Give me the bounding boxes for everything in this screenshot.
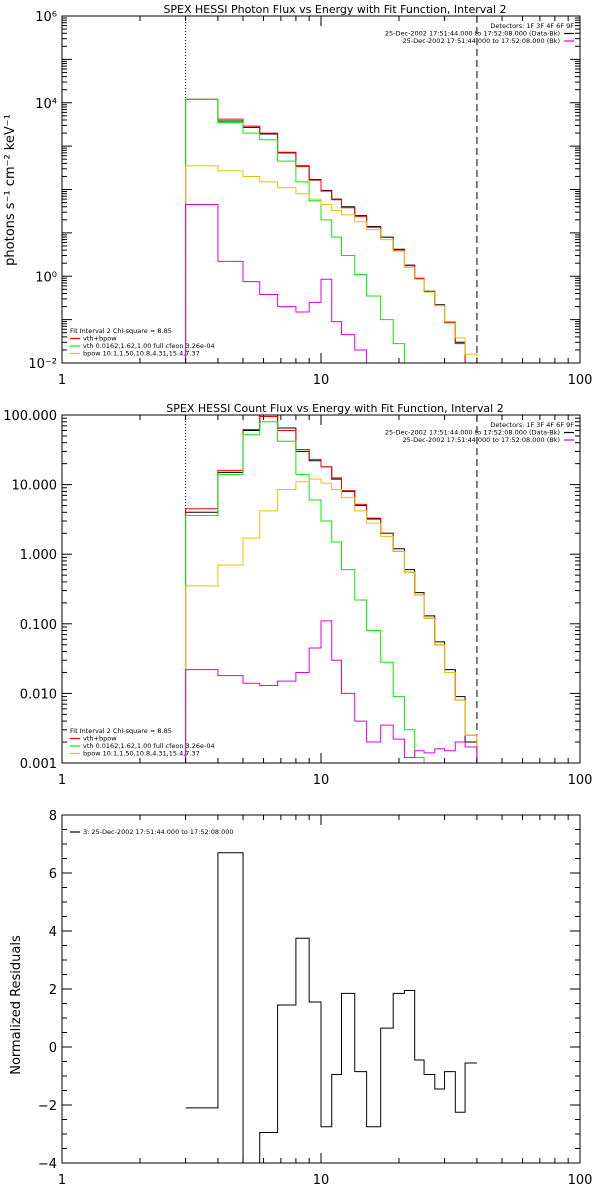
- photon-legend-bottom-entry-1: vth+bpow: [83, 335, 117, 343]
- count-legend-bottom-entry-3: bpow 10.1,1.50,10.8,4.31,15.4,7.37: [83, 750, 200, 758]
- count-plot-x-tick-label: 1: [58, 773, 66, 788]
- photon-plot-series-0: [185, 98, 466, 363]
- photon-plot-area: 1 10 100 10⁻² 10⁰ 10⁴ 10⁶: [28, 10, 592, 388]
- count-plot-series-2: [185, 421, 425, 763]
- count-plot-y-tick-label: 0.001: [20, 757, 57, 772]
- residuals-legend: 3: 25-Dec-2002 17:51:44.000 to 17:52:08.…: [70, 828, 234, 836]
- residuals-panel: 1 10 100 −4 −2 0 2 4 6 8 Normalized Residuals 3: …: [9, 809, 592, 1188]
- photon-plot-series-2: [185, 98, 405, 363]
- count-legend-bottom-entry-1: vth+bpow: [83, 735, 117, 743]
- photon-legend-top-entry-2: 25-Dec-2002 17:51:44.000 to 17:52:08.000…: [403, 37, 561, 45]
- count-legend-bottom: Fit Interval 2 Chi-square = 8.85vth+bpow…: [70, 727, 215, 758]
- residuals-plot-y-tick-label: 4: [49, 925, 57, 940]
- photon-legend-bottom-entry-3: bpow 10.1,1.50,10.8,4.31,15.4,7.37: [83, 350, 200, 358]
- residuals-plot-y-tick-label: 2: [49, 983, 57, 998]
- photon-plot-y-tick-label: 10⁴: [35, 97, 57, 112]
- count-legend-top-entry-1: 25-Dec-2002 17:51:44.000 to 17:52:08.000…: [385, 429, 560, 437]
- photon-plot-x-tick-label: 100: [568, 373, 593, 388]
- residuals-plot-y-tick-label: −4: [38, 1157, 57, 1172]
- photon-chart-title: SPEX HESSI Photon Flux vs Energy with Fi…: [163, 3, 506, 16]
- residuals-plot-y-tick-label: 8: [49, 809, 57, 824]
- residuals-plot-x-tick-label: 10: [313, 1173, 330, 1188]
- count-legend-bottom-entry-0: Fit Interval 2 Chi-square = 8.85: [70, 727, 172, 735]
- count-plot-x-tick-label: 100: [568, 773, 593, 788]
- residuals-plot-y-tick-label: −2: [38, 1099, 57, 1114]
- count-plot-series-4: [185, 620, 478, 763]
- photon-plot-x-tick-label: 10: [313, 373, 330, 388]
- photon-legend-bottom: Fit Interval 2 Chi-square = 8.85vth+bpow…: [70, 327, 215, 358]
- residuals-plot-x-tick-label: 1: [58, 1173, 66, 1188]
- photon-plot-series-3: [185, 165, 478, 363]
- photon-y-axis-label: photons s⁻¹ cm⁻² keV⁻¹: [3, 114, 18, 266]
- count-plot-y-tick-label: 0.010: [20, 687, 57, 702]
- photon-plot-series-4: [185, 204, 368, 363]
- photon-legend-bottom-entry-0: Fit Interval 2 Chi-square = 8.85: [70, 327, 172, 335]
- count-flux-panel: SPEX HESSI Count Flux vs Energy with Fit…: [3, 402, 592, 788]
- count-legend-top-entry-0: Detectors: 1F 3F 4F 6F 9F: [490, 421, 574, 429]
- residuals-plot-area: 1 10 100 −4 −2 0 2 4 6 8: [38, 809, 593, 1188]
- count-plot-y-tick-label: 10.000: [12, 479, 58, 494]
- photon-legend-top-entry-0: Detectors: 1F 3F 4F 6F 9F: [490, 22, 574, 30]
- residuals-plot-series-0: [185, 852, 477, 1163]
- photon-plot-series-group: [185, 98, 478, 363]
- residuals-plot-y-tick-label: 0: [49, 1041, 57, 1056]
- count-plot-y-tick-label: 100.000: [3, 409, 57, 424]
- residuals-y-axis-label: Normalized Residuals: [9, 935, 24, 1075]
- residuals-legend-entry-0: 3: 25-Dec-2002 17:51:44.000 to 17:52:08.…: [83, 828, 234, 836]
- photon-plot-y-tick-label: 10⁻²: [28, 357, 57, 372]
- count-plot-y-tick-label: 0.100: [20, 618, 57, 633]
- count-legend-bottom-entry-2: vth 0.0162,1.62,1.00 full cfeon 3.26e-04: [83, 742, 215, 750]
- photon-flux-panel: SPEX HESSI Photon Flux vs Energy with Fi…: [3, 3, 592, 388]
- residuals-plot-y-tick-label: 6: [49, 867, 57, 882]
- photon-legend-bottom-entry-2: vth 0.0162,1.62,1.00 full cfeon 3.26e-04: [83, 342, 215, 350]
- photon-legend-top-entry-1: 25-Dec-2002 17:51:44.000 to 17:52:08.000…: [385, 30, 560, 38]
- residuals-plot-series-group: [185, 852, 477, 1163]
- count-plot-series-0: [185, 415, 478, 763]
- count-plot-series-3: [185, 478, 478, 763]
- photon-plot-y-tick-label: 10⁰: [35, 270, 57, 285]
- photon-plot-y-tick-label: 10⁶: [35, 10, 57, 25]
- count-chart-title: SPEX HESSI Count Flux vs Energy with Fit…: [166, 402, 503, 415]
- count-plot-series-group: [185, 415, 478, 763]
- count-plot-x-tick-label: 10: [313, 773, 330, 788]
- residuals-plot-x-tick-label: 100: [568, 1173, 593, 1188]
- count-legend-top-entry-2: 25-Dec-2002 17:51:44.000 to 17:52:08.000…: [403, 436, 561, 444]
- photon-plot-x-tick-label: 1: [58, 373, 66, 388]
- count-plot-area: 1 10 100 0.001 0.010 0.100 1.000 10.000 100.000: [3, 409, 592, 788]
- count-plot-y-tick-label: 1.000: [20, 548, 57, 563]
